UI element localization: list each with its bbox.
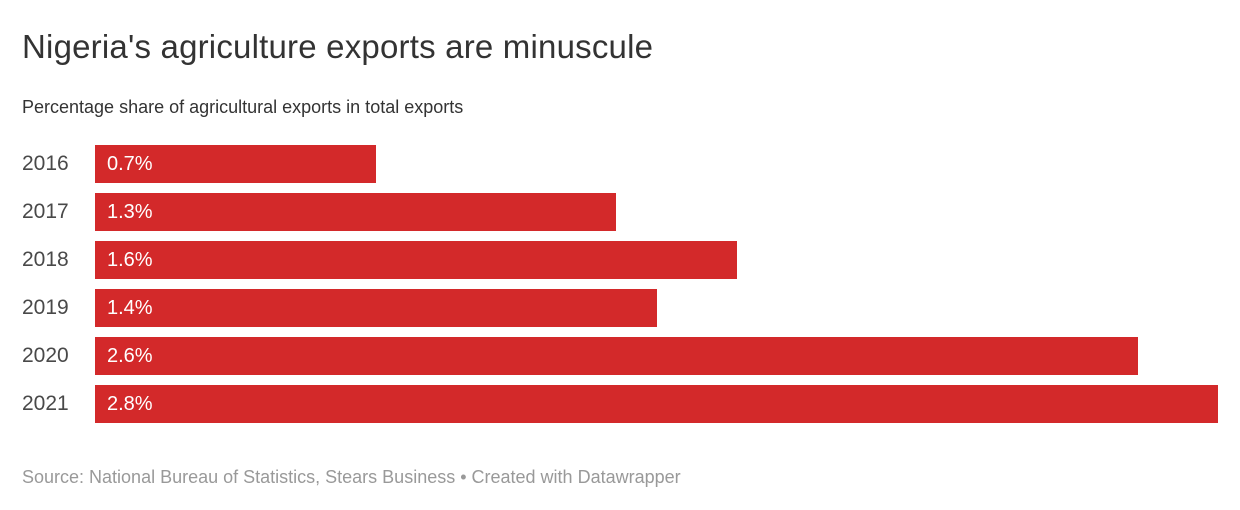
bar-value-label: 1.6% (107, 248, 153, 271)
bar-value-label: 2.6% (107, 344, 153, 367)
bar-track: 1.3% (95, 193, 1218, 231)
bar-track: 1.4% (95, 289, 1218, 327)
bar-track: 1.6% (95, 241, 1218, 279)
bar-value-label: 0.7% (107, 152, 153, 175)
category-label: 2021 (22, 392, 69, 415)
bar: 1.4% (95, 289, 657, 327)
bar-value-label: 2.8% (107, 392, 153, 415)
bar-row: 2019 1.4% (22, 289, 1218, 327)
category-label: 2019 (22, 296, 69, 319)
bar-track: 2.6% (95, 337, 1218, 375)
bar-row: 2021 2.8% (22, 385, 1218, 423)
bar: 2.6% (95, 337, 1138, 375)
bar-row: 2020 2.6% (22, 337, 1218, 375)
chart-subtitle: Percentage share of agricultural exports… (22, 97, 464, 117)
bar-track: 0.7% (95, 145, 1218, 183)
category-label: 2018 (22, 248, 69, 271)
bar-chart: 2016 0.7% 2017 1.3% 2018 1.6% 2019 1.4% (22, 145, 1218, 423)
bar-track: 2.8% (95, 385, 1218, 423)
chart-title: Nigeria's agriculture exports are minusc… (22, 28, 654, 65)
bar-row: 2017 1.3% (22, 193, 1218, 231)
bar: 0.7% (95, 145, 376, 183)
bar-row: 2018 1.6% (22, 241, 1218, 279)
bar: 1.6% (95, 241, 737, 279)
category-label: 2016 (22, 152, 69, 175)
category-label: 2020 (22, 344, 69, 367)
category-label: 2017 (22, 200, 69, 223)
bar-value-label: 1.3% (107, 200, 153, 223)
bar-value-label: 1.4% (107, 296, 153, 319)
bar: 2.8% (95, 385, 1218, 423)
bar: 1.3% (95, 193, 617, 231)
bar-row: 2016 0.7% (22, 145, 1218, 183)
source-attribution: Source: National Bureau of Statistics, S… (22, 467, 681, 487)
